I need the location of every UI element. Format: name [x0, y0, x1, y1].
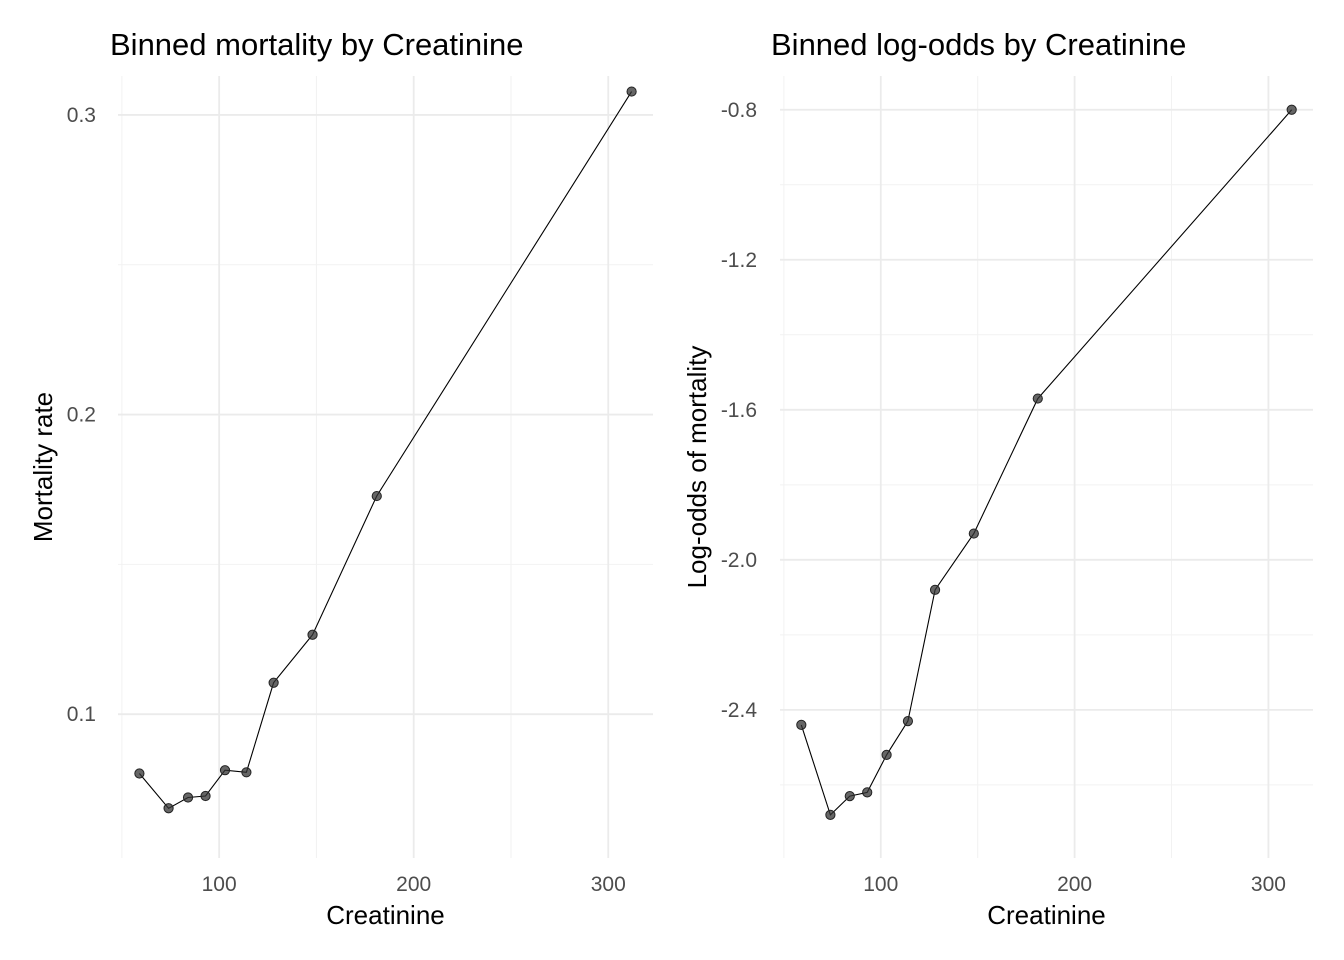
- y-tick-label: 0.1: [67, 703, 96, 726]
- y-tick-label: 0.3: [67, 104, 96, 127]
- y-tick-label: -1.2: [721, 249, 757, 272]
- x-tick-label: 100: [863, 873, 898, 896]
- data-point: [902, 716, 914, 727]
- y-tick-label: -0.8: [721, 99, 757, 122]
- series-line: [800, 109, 1293, 816]
- data-point: [1032, 393, 1043, 404]
- data-point: [968, 528, 979, 539]
- x-axis-title: Creatinine: [326, 900, 445, 930]
- x-tick-label: 300: [1251, 873, 1286, 896]
- x-tick-label: 300: [591, 873, 626, 896]
- x-axis-title: Creatinine: [987, 900, 1106, 930]
- data-point: [241, 767, 252, 778]
- x-tick-label: 100: [202, 873, 237, 896]
- y-tick-label: -2.0: [721, 549, 757, 572]
- data-point: [862, 787, 873, 798]
- chart-panel-1: 100 200 300 0.1 0.2 0.3 Binned mortality by Cr…: [28, 27, 653, 930]
- y-tick-label: 0.2: [67, 404, 96, 427]
- y-tick-label: -2.4: [721, 699, 758, 722]
- data-point: [881, 749, 892, 760]
- data-point: [182, 792, 194, 803]
- y-axis-title: Log-odds of mortality: [682, 346, 712, 589]
- x-tick-label: 200: [396, 873, 431, 896]
- data-point: [163, 803, 174, 814]
- series-line: [138, 91, 633, 810]
- data-point: [268, 677, 279, 688]
- y-axis-title: Mortality rate: [28, 392, 58, 542]
- data-point: [929, 584, 941, 595]
- data-point: [307, 629, 318, 640]
- data-point: [371, 490, 382, 502]
- data-point: [844, 791, 855, 802]
- chart-panel-2: 100 200 300 -2.4 -2.0 -1.6 -1.2 -0.8 Binned log-…: [682, 27, 1313, 930]
- chart-title: Binned log-odds by Creatinine: [771, 27, 1186, 62]
- data-point: [134, 768, 145, 779]
- data-point: [200, 790, 211, 802]
- data-point: [626, 86, 637, 97]
- data-point: [796, 719, 807, 730]
- x-tick-label: 200: [1057, 873, 1092, 896]
- chart-title: Binned mortality by Creatinine: [110, 27, 524, 62]
- data-point: [1286, 104, 1297, 115]
- data-point: [825, 809, 836, 820]
- data-point: [219, 765, 231, 776]
- y-tick-label: -1.6: [721, 399, 757, 422]
